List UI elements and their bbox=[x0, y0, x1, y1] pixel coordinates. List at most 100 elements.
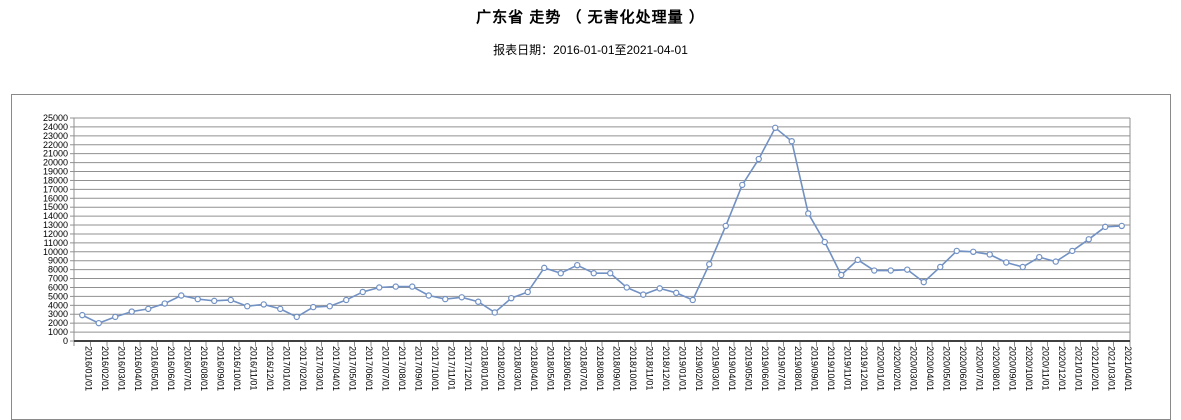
x-tick-label: 2019/03/01 bbox=[710, 346, 720, 391]
x-tick-label: 2020/07/01 bbox=[974, 346, 984, 391]
data-point-marker bbox=[161, 300, 168, 307]
data-point-marker bbox=[508, 294, 515, 302]
y-tick-label: 11000 bbox=[44, 238, 68, 248]
x-tick-label: 2016/07/01 bbox=[182, 346, 192, 391]
x-tick-label: 2017/01/01 bbox=[281, 346, 291, 391]
data-point-marker bbox=[1003, 259, 1010, 266]
x-tick-label: 2019/04/01 bbox=[727, 346, 737, 391]
data-point-marker bbox=[838, 271, 845, 279]
x-tick-label: 2021/02/01 bbox=[1090, 346, 1100, 391]
data-point-marker bbox=[623, 284, 630, 291]
x-tick-label: 2018/02/01 bbox=[496, 346, 506, 391]
data-point-marker bbox=[640, 291, 647, 298]
data-point-marker bbox=[145, 305, 152, 313]
x-tick-label: 2020/06/01 bbox=[958, 346, 968, 391]
data-point-marker bbox=[821, 238, 828, 246]
x-axis-labels: 2016/01/01 2016/02/01 2016/03/01 2016/04/01… bbox=[83, 346, 1133, 391]
x-tick-label: 2018/03/01 bbox=[512, 346, 522, 391]
y-axis-labels: 0100020003000400050006000700080009000100… bbox=[43, 113, 68, 346]
x-tick-label: 2018/07/01 bbox=[578, 346, 588, 391]
data-point-marker bbox=[904, 266, 911, 273]
data-point-marker bbox=[871, 267, 878, 274]
data-point-marker bbox=[788, 137, 795, 145]
x-tick-label: 2021/01/01 bbox=[1073, 346, 1083, 391]
data-point-marker bbox=[755, 155, 762, 163]
x-tick-label: 2018/09/01 bbox=[611, 346, 621, 391]
x-tick-label: 2018/05/01 bbox=[545, 346, 555, 391]
data-point-marker bbox=[277, 305, 284, 313]
y-tick-label: 0 bbox=[63, 336, 68, 346]
y-tick-label: 17000 bbox=[43, 184, 68, 194]
y-tick-label: 4000 bbox=[48, 300, 68, 310]
data-point-marker bbox=[409, 283, 416, 290]
y-tick-label: 13000 bbox=[43, 220, 68, 230]
x-tick-label: 2019/12/01 bbox=[859, 346, 869, 391]
data-point-marker bbox=[326, 303, 333, 310]
x-tick-label: 2016/05/01 bbox=[149, 346, 159, 391]
data-point-marker bbox=[706, 261, 713, 268]
data-point-marker bbox=[178, 292, 185, 299]
data-point-marker bbox=[376, 284, 383, 291]
x-tick-label: 2020/05/01 bbox=[941, 346, 951, 391]
data-point-marker bbox=[953, 247, 960, 255]
data-point-marker bbox=[1036, 253, 1043, 261]
x-tick-label: 2017/04/01 bbox=[331, 346, 341, 391]
x-tick-label: 2021/04/01 bbox=[1123, 346, 1133, 391]
data-point-marker bbox=[986, 251, 993, 258]
data-point-marker bbox=[112, 313, 119, 321]
data-point-marker bbox=[425, 292, 432, 299]
x-tick-label: 2016/04/01 bbox=[133, 346, 143, 391]
x-tick-label: 2019/01/01 bbox=[677, 346, 687, 391]
data-point-marker bbox=[1085, 236, 1092, 243]
data-point-marker bbox=[656, 285, 663, 292]
data-point-marker bbox=[491, 309, 498, 316]
x-tick-label: 2016/09/01 bbox=[215, 346, 225, 391]
data-point-marker bbox=[590, 270, 597, 277]
data-point-marker bbox=[1019, 263, 1026, 271]
x-tick-label: 2019/06/01 bbox=[760, 346, 770, 391]
x-tick-label: 2017/11/01 bbox=[446, 346, 456, 390]
x-tick-label: 2019/10/01 bbox=[826, 346, 836, 391]
x-tick-label: 2020/11/01 bbox=[1040, 346, 1050, 390]
data-point-marker bbox=[244, 303, 251, 310]
x-tick-label: 2019/08/01 bbox=[793, 346, 803, 391]
y-tick-label: 9000 bbox=[48, 256, 68, 266]
y-tick-label: 7000 bbox=[48, 274, 68, 284]
data-point-marker bbox=[227, 296, 234, 304]
data-point-marker bbox=[574, 261, 581, 269]
page-title: 广东省 走势 （ 无害化处理量 ） bbox=[476, 9, 705, 26]
x-tick-label: 2017/09/01 bbox=[413, 346, 423, 391]
y-tick-label: 20000 bbox=[43, 158, 68, 168]
x-tick-label: 2016/02/01 bbox=[100, 346, 110, 391]
x-tick-label: 2016/10/01 bbox=[232, 346, 242, 391]
data-point-marker bbox=[722, 222, 729, 230]
x-tick-label: 2018/11/01 bbox=[644, 346, 654, 390]
x-tick-label: 2019/07/01 bbox=[776, 346, 786, 391]
y-tick-marks bbox=[70, 117, 74, 342]
x-tick-label: 2016/11/01 bbox=[248, 346, 258, 390]
trend-line-chart: 0100020003000400050006000700080009000100… bbox=[43, 113, 1133, 391]
x-tick-label: 2020/12/01 bbox=[1057, 346, 1067, 391]
x-tick-label: 2017/05/01 bbox=[347, 346, 357, 391]
data-point-marker bbox=[211, 297, 218, 305]
data-point-marker bbox=[194, 295, 201, 303]
y-tick-label: 24000 bbox=[43, 122, 68, 132]
x-tick-label: 2019/11/01 bbox=[842, 346, 852, 390]
x-tick-label: 2016/03/01 bbox=[116, 346, 126, 391]
data-point-marker bbox=[673, 289, 680, 297]
data-point-marker bbox=[475, 298, 482, 305]
data-point-marker bbox=[293, 313, 300, 321]
data-point-marker bbox=[1118, 222, 1125, 230]
x-tick-label: 2018/10/01 bbox=[628, 346, 638, 391]
data-point-marker bbox=[260, 301, 267, 308]
data-point-marker bbox=[392, 283, 399, 290]
x-tick-label: 2017/12/01 bbox=[463, 346, 473, 391]
y-tick-label: 19000 bbox=[43, 167, 68, 177]
data-point-marker bbox=[1069, 247, 1076, 255]
data-point-marker bbox=[887, 267, 894, 274]
x-tick-label: 2016/08/01 bbox=[199, 346, 209, 391]
x-tick-label: 2020/08/01 bbox=[991, 346, 1001, 391]
x-tick-label: 2020/10/01 bbox=[1024, 346, 1034, 391]
x-tick-label: 2017/10/01 bbox=[430, 346, 440, 391]
data-point-marker bbox=[739, 181, 746, 189]
